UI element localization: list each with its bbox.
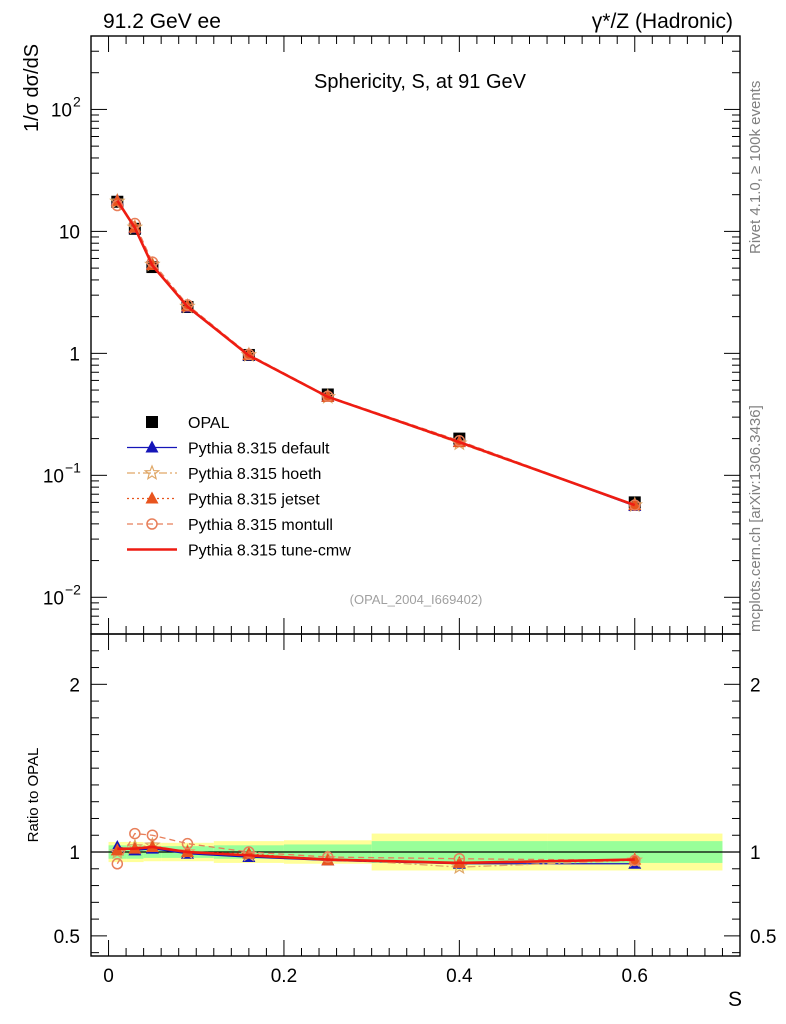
ratio-y-tick-label-right: 2 — [750, 675, 761, 696]
ratio-panel: Ratio to OPAL S 2 2 1 1 0.5 0.5 0 0.2 0.4 0.6 — [25, 633, 776, 1011]
data-point — [111, 199, 124, 212]
ratio-series — [109, 827, 644, 875]
data-point — [243, 348, 255, 361]
plot-title: Sphericity, S, at 91 GeV — [314, 71, 527, 93]
y-axis-label: 1/σ dσ/dS — [21, 44, 43, 132]
ratio-y-tick-label-right: 1 — [750, 843, 761, 864]
y-tick-exponent: 2 — [73, 93, 81, 109]
series-line — [116, 199, 636, 507]
legend-label: Pythia 8.315 tune-cmw — [188, 543, 351, 560]
legend-label: Pythia 8.315 hoeth — [188, 466, 321, 483]
data-point — [629, 499, 641, 511]
ratio-y-tick-label: 2 — [69, 675, 80, 696]
mcplots-label: mcplots.cern.ch [arXiv:1306.3436] — [747, 405, 764, 632]
series-line — [116, 200, 635, 506]
series-line — [116, 205, 635, 506]
y-tick-label: 10 — [51, 100, 72, 121]
ratio-data-point — [181, 837, 194, 850]
header-right: γ*/Z (Hadronic) — [592, 10, 733, 33]
y-tick-label: 10 — [59, 222, 80, 243]
x-tick-label: 0.2 — [271, 966, 297, 987]
x-axis-label: S — [728, 988, 742, 1011]
main-panel: Sphericity, S, at 91 GeV 1/σ dσ/dS (OPAL… — [21, 35, 741, 635]
legend-marker — [146, 518, 158, 530]
rivet-label: Rivet 4.1.0, ≥ 100k events — [747, 81, 764, 254]
ratio-data-point — [243, 846, 255, 858]
ratio-y-tick-label-right: 0.5 — [750, 927, 776, 948]
ratio-data-point — [451, 858, 468, 875]
ratio-y-axis-label: Ratio to OPAL — [25, 748, 42, 843]
legend-marker — [143, 464, 161, 481]
legend-label: Pythia 8.315 montull — [188, 517, 333, 534]
legend-marker — [146, 416, 158, 428]
data-point — [322, 390, 334, 402]
y-tick-exponent: −2 — [65, 581, 81, 597]
y-tick-label: 10 — [43, 466, 64, 487]
x-tick-label: 0.4 — [446, 966, 473, 987]
analysis-watermark: (OPAL_2004_I669402) — [350, 592, 483, 607]
legend-marker — [145, 440, 159, 453]
ratio-y-tick-label: 0.5 — [54, 927, 80, 948]
ratio-data-point — [111, 858, 124, 870]
series-line — [116, 201, 635, 506]
legend: OPAL Pythia 8.315 default Pythia 8.315 hoe… — [127, 415, 351, 560]
header-left: 91.2 GeV ee — [103, 10, 221, 33]
ratio-data-point — [146, 829, 159, 841]
y-tick-label: 1 — [69, 344, 80, 365]
data-point — [181, 299, 194, 311]
legend-label: Pythia 8.315 default — [188, 441, 330, 458]
series-line — [116, 199, 635, 507]
legend-marker — [145, 491, 159, 504]
ratio-y-tick-label: 1 — [69, 843, 80, 864]
ratio-series-line — [117, 845, 635, 865]
ratio-data-point — [628, 852, 642, 865]
ratio-data-point — [322, 851, 334, 863]
ratio-frame — [90, 633, 741, 957]
ratio-data-point — [129, 827, 141, 840]
legend-label: Pythia 8.315 jetset — [188, 492, 320, 509]
y-tick-exponent: −1 — [65, 459, 81, 475]
x-tick-label: 0 — [103, 966, 114, 987]
y-tick-label: 10 — [43, 588, 64, 609]
main-series — [109, 192, 644, 513]
legend-label: OPAL — [188, 415, 230, 432]
ratio-ticks: 2 2 1 1 0.5 0.5 0 0.2 0.4 0.6 — [54, 634, 776, 987]
x-tick-label: 0.6 — [622, 966, 648, 987]
